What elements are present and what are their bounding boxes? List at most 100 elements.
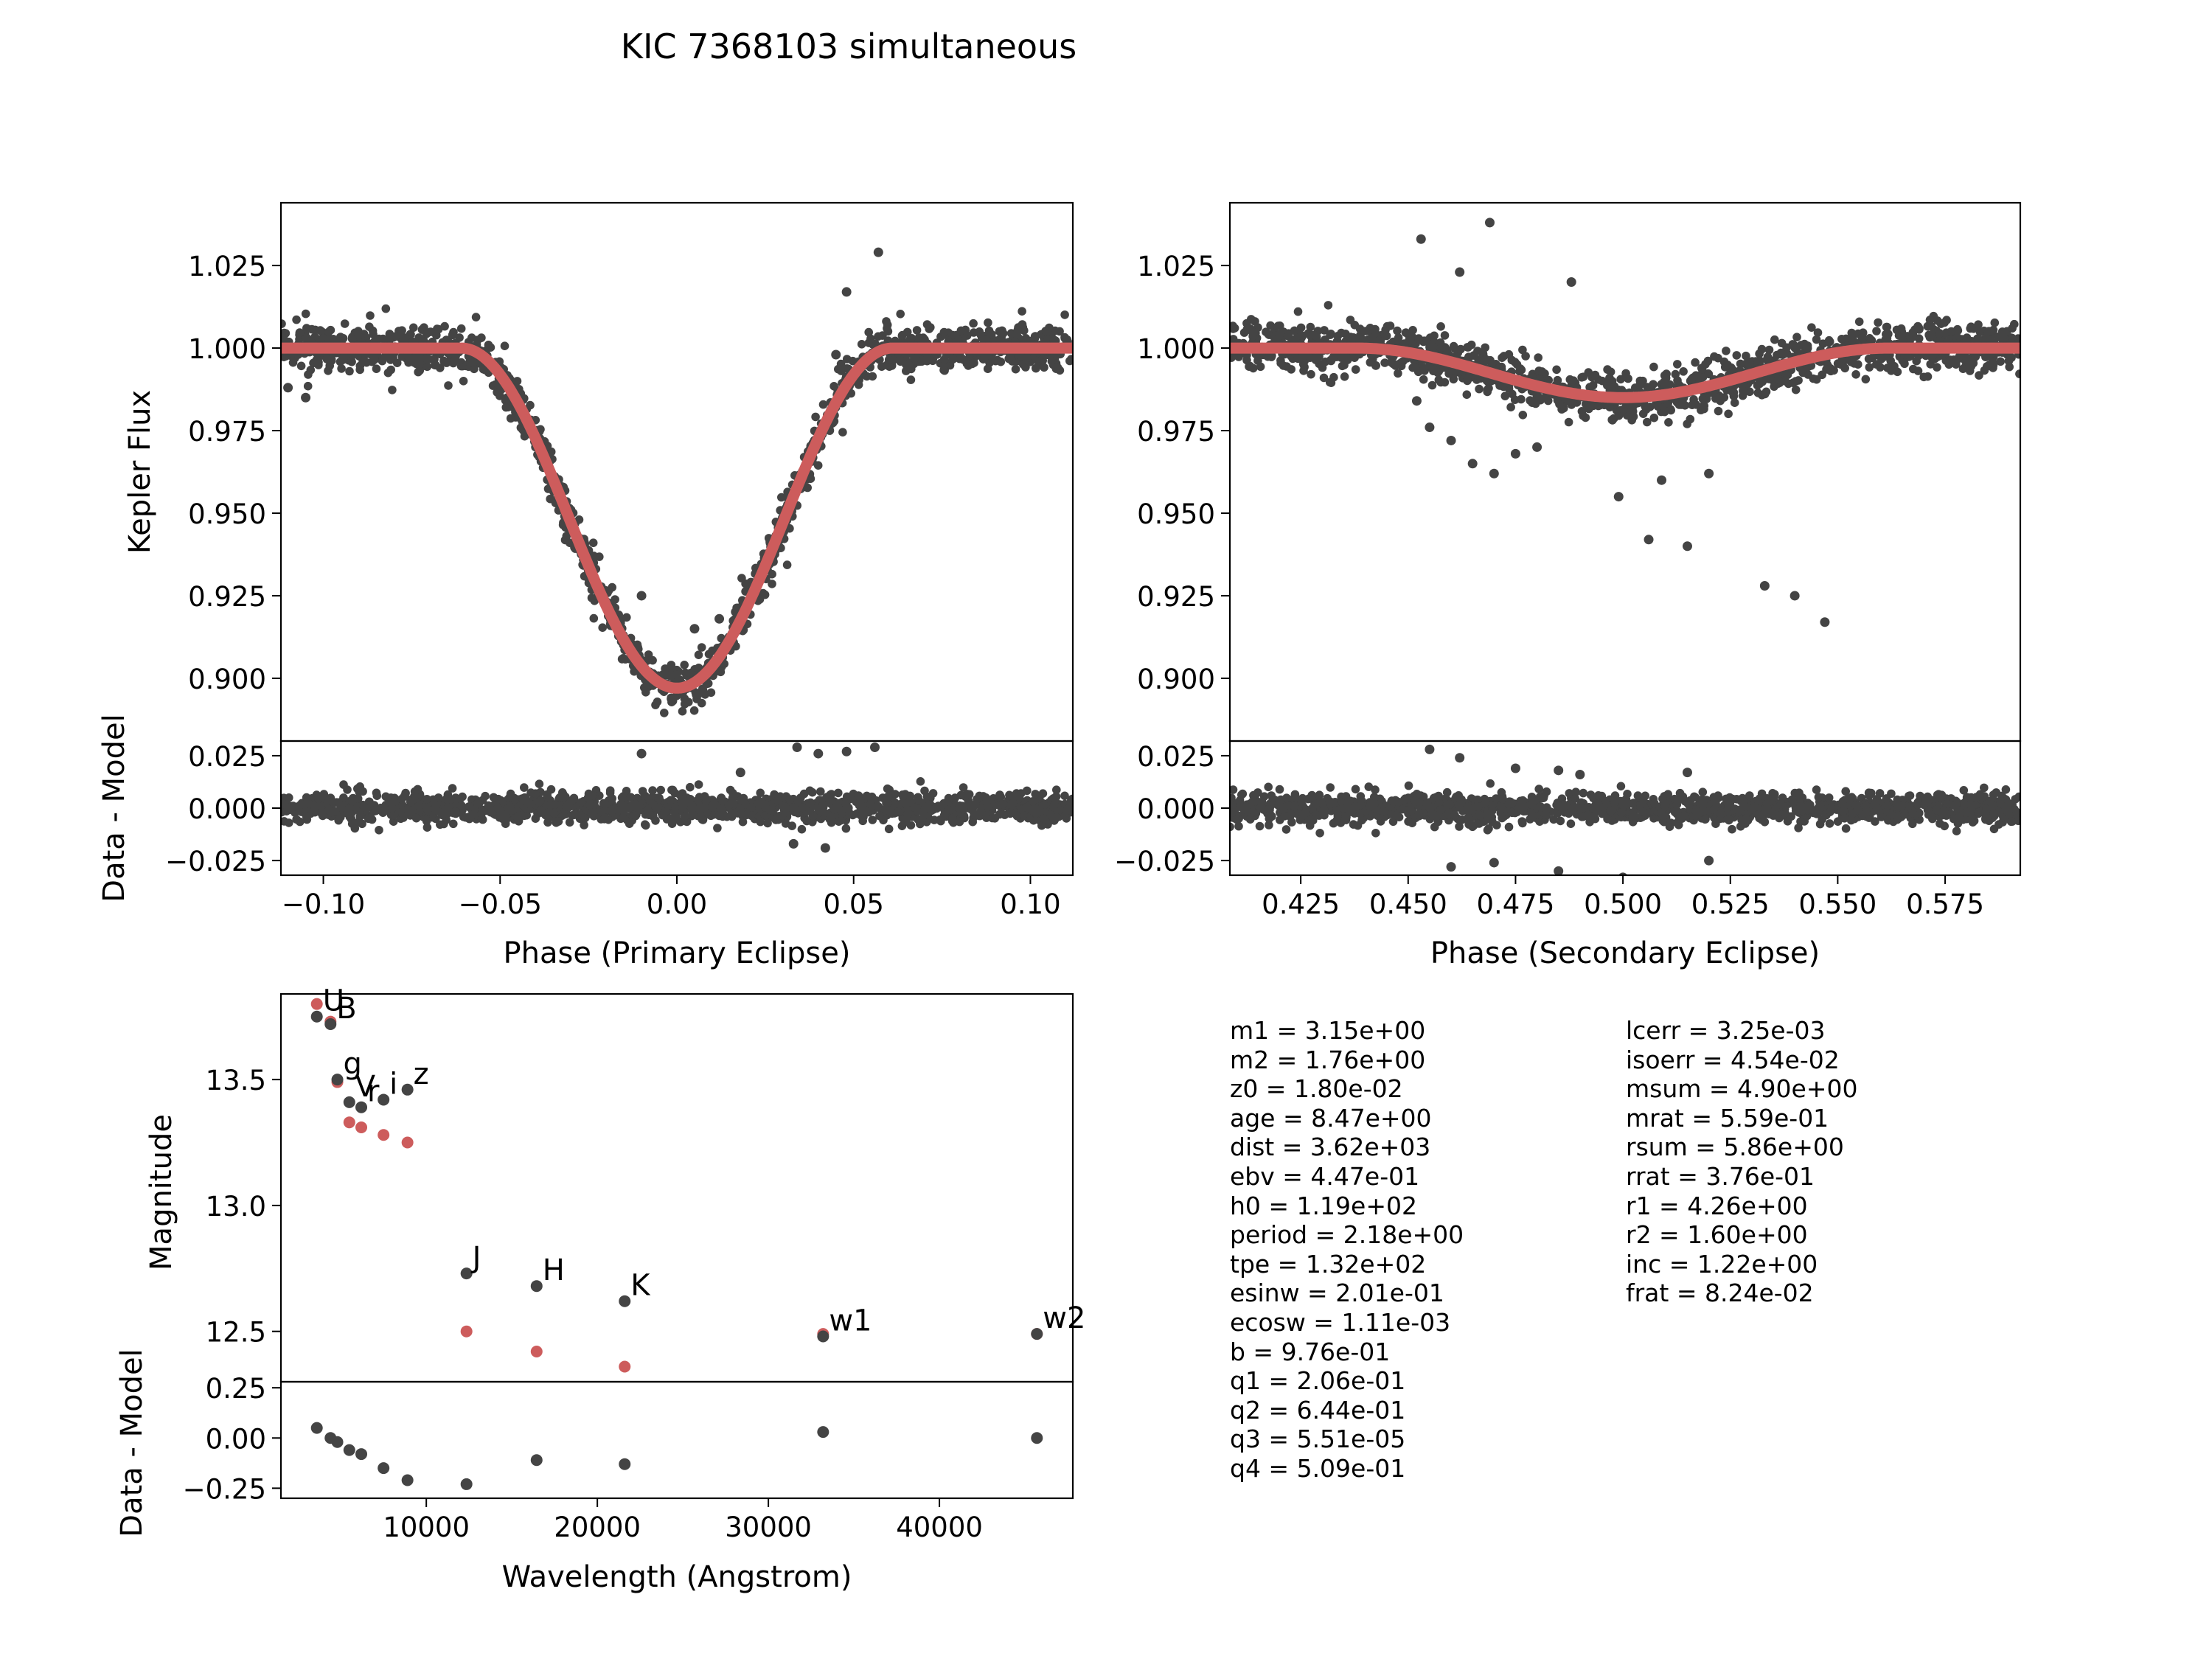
primary-data-point xyxy=(984,326,994,335)
secondary-residual-point xyxy=(1952,827,1961,835)
secondary-data-point xyxy=(1508,389,1517,399)
primary-x-tick-label: −0.05 xyxy=(459,888,542,920)
primary-outlier-point xyxy=(831,349,841,360)
secondary-data-point xyxy=(1900,359,1909,369)
primary-residual-point xyxy=(343,785,352,794)
primary-residual-point xyxy=(1060,791,1069,801)
primary-residual-point xyxy=(978,792,988,801)
primary-residual-point xyxy=(345,810,354,818)
primary-data-point xyxy=(292,315,301,324)
primary-residual-point xyxy=(905,796,914,806)
secondary-data-point xyxy=(1935,329,1944,338)
primary-residual-point xyxy=(884,824,894,834)
primary-data-point xyxy=(1037,355,1047,364)
secondary-data-point xyxy=(1635,380,1644,389)
secondary-data-point xyxy=(1279,361,1288,370)
primary-data-point xyxy=(459,377,468,386)
primary-residual-point xyxy=(834,788,843,798)
primary-residual-point xyxy=(1067,796,1073,805)
secondary-data-point xyxy=(1717,394,1726,403)
secondary-outlier-point xyxy=(1489,468,1499,479)
primary-residual-point xyxy=(713,824,722,832)
primary-residual-point xyxy=(971,799,980,809)
secondary-data-point xyxy=(1234,352,1243,361)
secondary-data-point xyxy=(1872,327,1881,335)
secondary-outlier-point xyxy=(1644,535,1654,545)
primary-residual-point xyxy=(726,785,735,795)
primary-residual-point xyxy=(635,801,644,811)
secondary-outlier-point xyxy=(1820,617,1830,627)
primary-data-point xyxy=(366,311,375,320)
secondary-data-point xyxy=(1287,365,1295,374)
primary-residual-point xyxy=(1029,804,1039,813)
primary-residual-point xyxy=(518,796,528,804)
secondary-data-point xyxy=(1762,355,1772,364)
secondary-data-point xyxy=(1577,373,1586,382)
secondary-data-point xyxy=(1736,359,1745,369)
primary-residual-point xyxy=(302,812,311,821)
secondary-data-point xyxy=(1401,328,1411,337)
secondary-data-point xyxy=(1794,376,1803,385)
secondary-data-point xyxy=(1908,328,1918,337)
primary-residual-point xyxy=(883,784,892,793)
primary-residual-point xyxy=(742,810,752,819)
primary-residual-point xyxy=(724,801,734,810)
secondary-data-point xyxy=(1555,400,1564,408)
secondary-data-point xyxy=(1293,307,1303,316)
secondary-data-point xyxy=(1697,364,1707,374)
primary-residual-point xyxy=(773,796,782,804)
primary-data-point xyxy=(388,386,397,394)
primary-data-point xyxy=(1018,307,1026,316)
primary-outlier-point xyxy=(841,287,852,297)
primary-data-point xyxy=(355,361,365,371)
primary-residual-point xyxy=(514,817,524,826)
secondary-data-point xyxy=(1475,384,1484,394)
secondary-data-point xyxy=(1965,366,1975,375)
primary-residual-point xyxy=(754,799,763,808)
secondary-data-point xyxy=(1427,380,1437,390)
primary-data-point xyxy=(983,364,992,374)
secondary-data-point xyxy=(1326,330,1335,338)
primary-data-point xyxy=(896,357,905,366)
primary-residual-point xyxy=(510,795,519,804)
primary-data-point xyxy=(622,613,631,622)
primary-data-point xyxy=(882,317,891,326)
secondary-data-point xyxy=(1253,356,1262,366)
primary-data-point xyxy=(708,646,717,655)
primary-data-point xyxy=(898,330,907,340)
primary-data-point xyxy=(1040,363,1048,372)
primary-residual-point xyxy=(477,810,486,818)
primary-residual-point xyxy=(984,802,993,811)
primary-residual-point xyxy=(558,788,567,797)
secondary-data-point xyxy=(1807,323,1816,333)
primary-residual-point xyxy=(737,796,745,805)
primary-data-point xyxy=(884,355,894,364)
primary-residual-point xyxy=(626,793,636,802)
primary-residual-point xyxy=(798,803,807,813)
secondary-residual-point xyxy=(2001,785,2011,794)
secondary-data-point xyxy=(1975,371,1983,380)
primary-data-point xyxy=(520,431,529,441)
primary-residual-point xyxy=(897,821,907,830)
primary-residual-point xyxy=(866,799,875,809)
primary-data-point xyxy=(621,655,630,664)
primary-data-point xyxy=(381,304,391,313)
secondary-data-point xyxy=(1290,326,1299,335)
primary-residual-point xyxy=(337,803,346,812)
primary-data-point xyxy=(380,352,390,361)
secondary-outlier-point xyxy=(1455,267,1465,277)
primary-data-point xyxy=(1023,354,1032,363)
primary-residual-y-tick-label: 0.000 xyxy=(188,793,266,825)
primary-data-point xyxy=(706,688,716,698)
secondary-data-point xyxy=(1275,330,1284,339)
primary-data-point xyxy=(714,667,724,676)
primary-residual-point xyxy=(802,816,811,826)
secondary-data-point xyxy=(1306,322,1315,332)
secondary-data-point xyxy=(1982,333,1991,343)
primary-y-tick-label: 0.975 xyxy=(188,416,266,448)
primary-residual-point xyxy=(922,792,932,801)
primary-residual-point xyxy=(451,807,459,817)
secondary-data-point xyxy=(1537,367,1547,376)
primary-residual-point xyxy=(449,819,458,829)
secondary-outlier-point xyxy=(1657,475,1667,485)
